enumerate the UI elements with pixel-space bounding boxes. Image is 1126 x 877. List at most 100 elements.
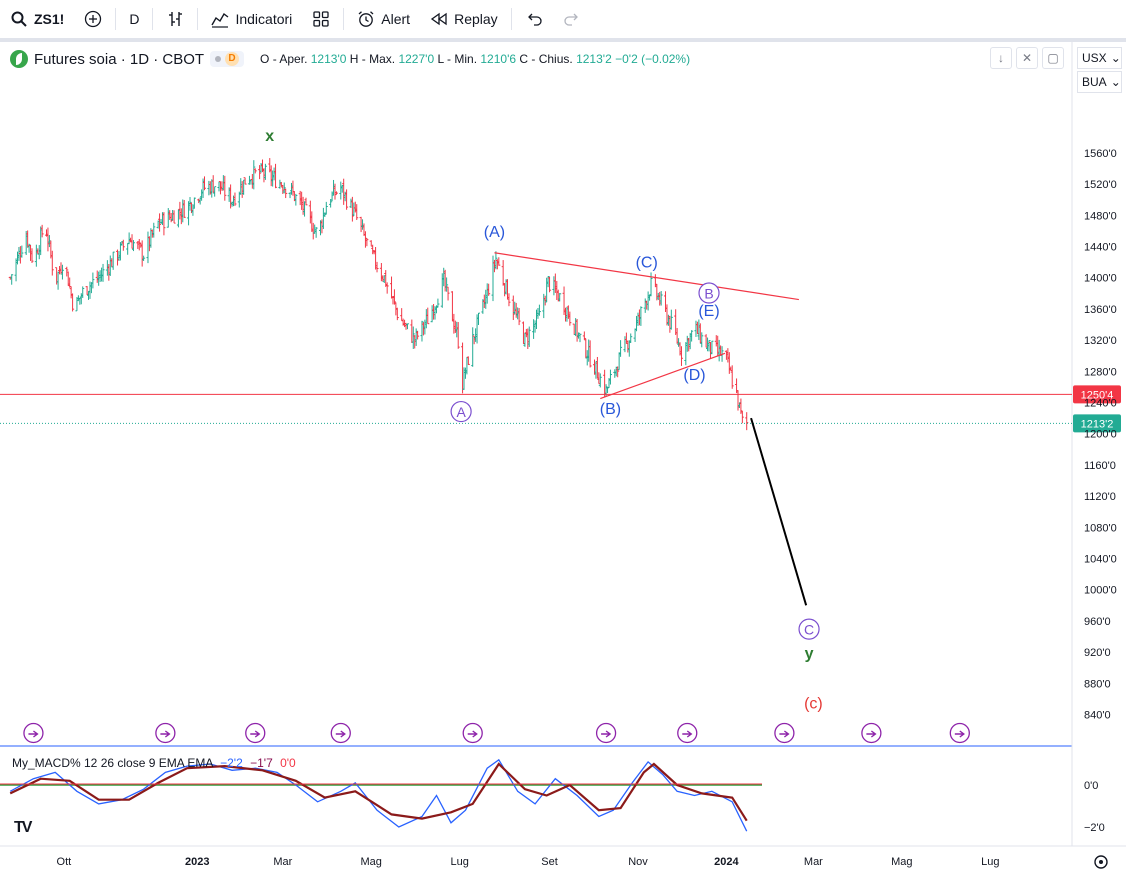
price-bar xyxy=(60,264,64,280)
price-tick-label: 1200'0 xyxy=(1084,429,1117,441)
event-marker-icon[interactable] xyxy=(949,722,970,744)
time-tick-label: 2024 xyxy=(714,856,739,868)
price-bar xyxy=(91,272,95,289)
price-bar xyxy=(466,356,470,365)
layouts-button[interactable] xyxy=(302,0,340,38)
price-bar xyxy=(324,201,328,215)
wave-labels: x (A) (C) B (E) (D) (B) A Cy (c) xyxy=(265,128,822,712)
price-bar xyxy=(639,306,643,326)
toolbar-divider xyxy=(115,8,117,30)
price-bar xyxy=(30,248,34,263)
alert-button[interactable]: Alert xyxy=(347,0,420,38)
event-marker-ring xyxy=(949,722,970,744)
wave-label: x xyxy=(265,128,274,145)
indicators-label: Indicatori xyxy=(235,11,293,27)
macd-title[interactable]: My_MACD% 12 26 close 9 EMA EMA xyxy=(12,756,213,770)
price-bar xyxy=(588,340,592,368)
price-tick-label: 840'0 xyxy=(1084,709,1111,721)
unit-select[interactable]: BUA ⌄ xyxy=(1077,71,1122,93)
triangle-upper-line xyxy=(494,252,799,301)
change-value: −0'2 (−0.02%) xyxy=(615,52,691,66)
close-value: 1213'2 xyxy=(576,52,612,66)
event-marker-ring xyxy=(155,722,176,744)
settings-gear-icon[interactable] xyxy=(1094,855,1108,869)
price-bar xyxy=(739,398,743,414)
macd-legend: My_MACD% 12 26 close 9 EMA EMA −2'2 −1'7… xyxy=(12,756,296,770)
event-marker-icon[interactable] xyxy=(774,722,795,744)
currency-select[interactable]: USX ⌄ xyxy=(1077,47,1122,69)
price-bar xyxy=(710,340,714,355)
price-bar xyxy=(477,312,481,325)
price-bar xyxy=(263,163,267,180)
maximize-button[interactable]: ▢ xyxy=(1042,47,1064,69)
status-dot-icon xyxy=(215,56,222,62)
price-bar xyxy=(392,289,396,305)
event-marker-icon[interactable] xyxy=(245,722,266,744)
event-markers xyxy=(23,722,970,744)
price-bar xyxy=(20,245,24,258)
wave-label: B xyxy=(704,285,713,301)
price-bar xyxy=(740,410,744,424)
price-tick-label: 1320'0 xyxy=(1084,335,1117,347)
event-marker-icon[interactable] xyxy=(677,722,698,744)
event-marker-arrow xyxy=(335,730,346,738)
redo-icon xyxy=(563,10,581,28)
wave-circle xyxy=(450,400,472,423)
wave-circle xyxy=(798,618,820,640)
replay-label: Replay xyxy=(454,11,498,27)
collapse-button[interactable]: ✕ xyxy=(1016,47,1038,69)
price-tick-label: 1120'0 xyxy=(1084,491,1116,503)
interval-button[interactable]: D xyxy=(119,0,149,38)
time-tick-label: Lug xyxy=(981,856,999,868)
price-bar xyxy=(578,333,582,343)
event-marker-icon[interactable] xyxy=(23,722,44,744)
toolbar-divider xyxy=(510,8,512,30)
market-status-pill[interactable]: D xyxy=(210,51,245,67)
price-bar xyxy=(345,189,349,210)
event-marker-icon[interactable] xyxy=(462,722,483,744)
replay-button[interactable]: Replay xyxy=(420,0,508,38)
undo-button[interactable] xyxy=(515,0,553,38)
event-marker-icon[interactable] xyxy=(861,722,882,744)
move-down-button[interactable]: ↓ xyxy=(990,47,1012,69)
time-tick-label: 2023 xyxy=(185,856,209,868)
price-bar xyxy=(416,330,420,340)
open-value: 1213'0 xyxy=(310,52,347,66)
price-bar xyxy=(487,283,491,296)
price-bar xyxy=(497,257,501,266)
price-bar xyxy=(537,304,541,316)
time-tick-label: Ott xyxy=(57,856,72,868)
grid-icon xyxy=(312,10,330,28)
price-bar xyxy=(700,332,704,348)
price-tick-label: 920'0 xyxy=(1084,647,1111,659)
price-bar xyxy=(568,311,572,326)
redo-button[interactable] xyxy=(553,0,591,38)
wave-label: C xyxy=(804,622,814,638)
legend-title[interactable]: Futures soia · 1D · CBOT xyxy=(34,50,205,68)
price-bar xyxy=(334,191,338,195)
event-marker-icon[interactable] xyxy=(330,722,351,744)
indicators-button[interactable]: Indicatori xyxy=(201,0,302,38)
tradingview-logo[interactable]: TV xyxy=(14,819,33,836)
support-price-label: 1250'4 xyxy=(1081,389,1114,401)
price-bar xyxy=(282,182,286,194)
price-bar xyxy=(284,188,288,199)
event-marker-icon[interactable] xyxy=(155,722,176,744)
chevron-down-icon: ⌄ xyxy=(1110,75,1121,89)
price-bar xyxy=(203,176,207,191)
macd-tick-label: −2'0 xyxy=(1084,822,1105,834)
wave-circle xyxy=(698,282,720,304)
price-bar xyxy=(40,224,44,238)
price-bar xyxy=(243,177,247,185)
price-bar xyxy=(395,307,399,321)
chart-type-button[interactable] xyxy=(156,0,194,38)
event-marker-icon[interactable] xyxy=(595,722,617,744)
symbol-search[interactable]: ZS1! xyxy=(0,0,74,38)
price-bar xyxy=(258,165,262,180)
compare-button[interactable] xyxy=(74,0,112,38)
price-tick-label: 1360'0 xyxy=(1084,304,1117,316)
macd-pane: 0'0 −2'0 xyxy=(0,758,1105,834)
price-bar xyxy=(446,286,450,301)
price-bar xyxy=(690,330,694,342)
